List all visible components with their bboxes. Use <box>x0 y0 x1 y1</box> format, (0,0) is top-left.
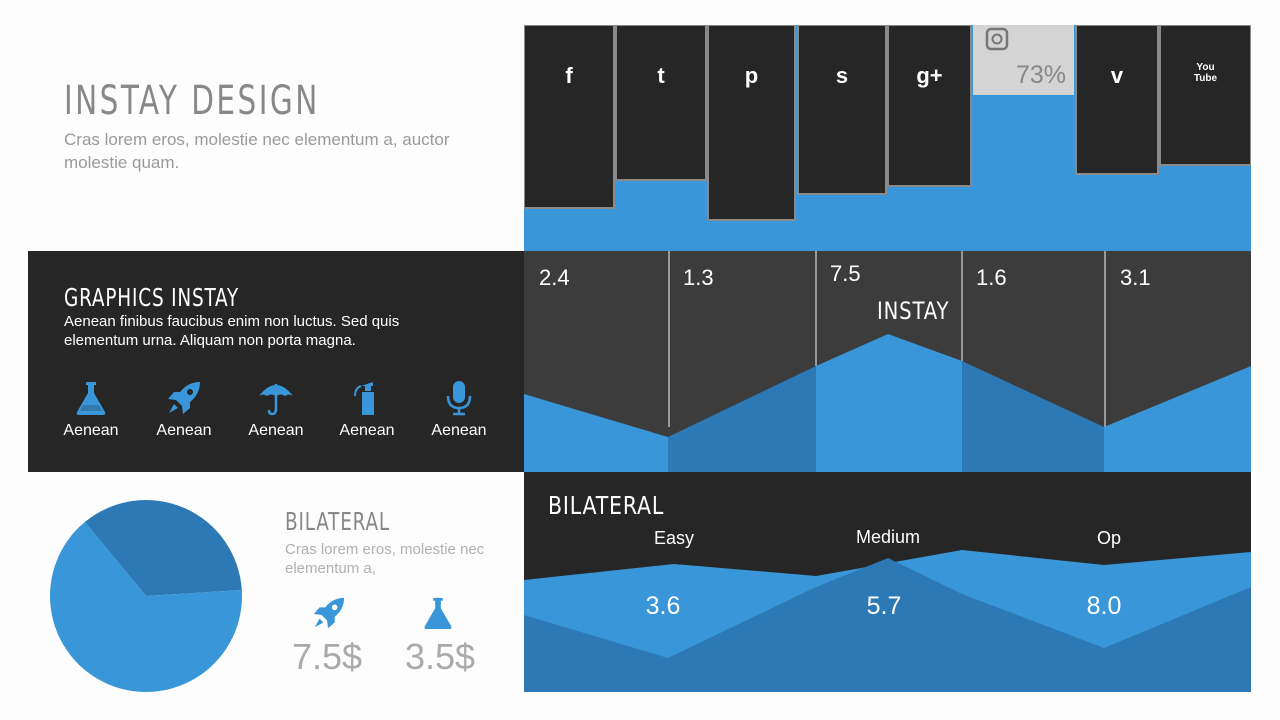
social-bar-highlight <box>973 25 1074 95</box>
social-bar <box>1159 25 1251 166</box>
price-rocket: 7.5$ <box>292 636 363 677</box>
flask-icon <box>424 597 452 630</box>
instay-value: 2.4 <box>539 265 570 290</box>
social-bar <box>797 25 887 195</box>
instay-chart: 2.4 1.3 7.5 1.6 3.1 INSTAY <box>524 251 1251 472</box>
graphics-title: GRAPHICS INSTAY <box>64 283 239 312</box>
social-bar <box>707 25 796 221</box>
social-bar <box>615 25 707 181</box>
umbrella-icon <box>259 384 293 416</box>
youtube-icon[interactable]: You <box>1196 62 1214 73</box>
googleplus-icon[interactable]: g+ <box>916 63 942 88</box>
graphics-item-extinguisher: Aenean <box>332 380 402 440</box>
instay-area-5 <box>1104 366 1251 472</box>
bilateral-chart: BILATERAL Easy Medium Op 3.6 5.7 8.0 <box>524 472 1251 692</box>
bilateral-category: Easy <box>654 528 694 548</box>
twitter-icon[interactable]: t <box>657 63 665 88</box>
bilateral-value: 3.6 <box>646 592 681 620</box>
graphics-item-label: Aenean <box>431 422 487 439</box>
instay-value: 7.5 <box>830 261 861 286</box>
bilateral-category: Op <box>1097 528 1121 548</box>
rocket-icon <box>313 597 345 629</box>
bilateral-category: Medium <box>856 527 920 547</box>
bilateral-title: BILATERAL <box>285 507 391 536</box>
bilateral-area-front <box>524 558 1251 692</box>
graphics-item-label: Aenean <box>156 422 212 439</box>
pie-slice <box>49 522 242 692</box>
instay-area-2 <box>668 366 816 472</box>
page-subtitle: Cras lorem eros, molestie nec elementum … <box>64 130 450 172</box>
instay-value: 1.3 <box>683 265 714 290</box>
graphics-text: Aenean finibus faucibus enim non luctus.… <box>64 313 400 349</box>
social-percent: 73% <box>1016 61 1066 89</box>
price-flask: 3.5$ <box>405 636 476 677</box>
social-bar <box>524 25 615 209</box>
pie-chart <box>49 500 242 692</box>
instay-area-4 <box>962 361 1104 472</box>
instay-area-1 <box>524 394 668 472</box>
rocket-icon <box>168 382 200 414</box>
vimeo-icon[interactable]: v <box>1111 63 1124 88</box>
pinterest-icon[interactable]: p <box>745 63 758 88</box>
instay-label: INSTAY <box>877 298 949 325</box>
extinguisher-icon <box>354 382 374 415</box>
instagram-icon[interactable] <box>985 27 1009 51</box>
graphics-item-umbrella: Aenean <box>241 380 311 440</box>
instay-value: 3.1 <box>1120 265 1151 290</box>
graphics-item-rocket: Aenean <box>149 380 219 440</box>
graphics-item-label: Aenean <box>63 422 119 439</box>
social-bar <box>1075 25 1159 175</box>
youtube-icon[interactable]: Tube <box>1194 73 1218 84</box>
graphics-item-label: Aenean <box>339 422 395 439</box>
pie-slice <box>84 500 242 596</box>
instay-value: 1.6 <box>976 265 1007 290</box>
page-title: INSTAY DESIGN <box>64 78 320 124</box>
microphone-icon <box>446 381 472 416</box>
bilateral-value: 8.0 <box>1087 592 1122 620</box>
bilateral-chart-title: BILATERAL <box>548 492 664 520</box>
social-bar <box>887 25 972 187</box>
bilateral-text: Cras lorem eros, molestie nec elementum … <box>285 541 485 577</box>
instay-area-3 <box>816 334 962 472</box>
flask-icon <box>76 382 106 415</box>
facebook-icon[interactable]: f <box>565 63 573 88</box>
skype-icon[interactable]: s <box>836 63 848 88</box>
graphics-item-label: Aenean <box>248 422 304 439</box>
graphics-item-flask: Aenean <box>56 380 126 440</box>
graphics-item-microphone: Aenean <box>424 380 494 440</box>
instagram-lens <box>991 33 1003 45</box>
bilateral-value: 5.7 <box>867 592 902 620</box>
